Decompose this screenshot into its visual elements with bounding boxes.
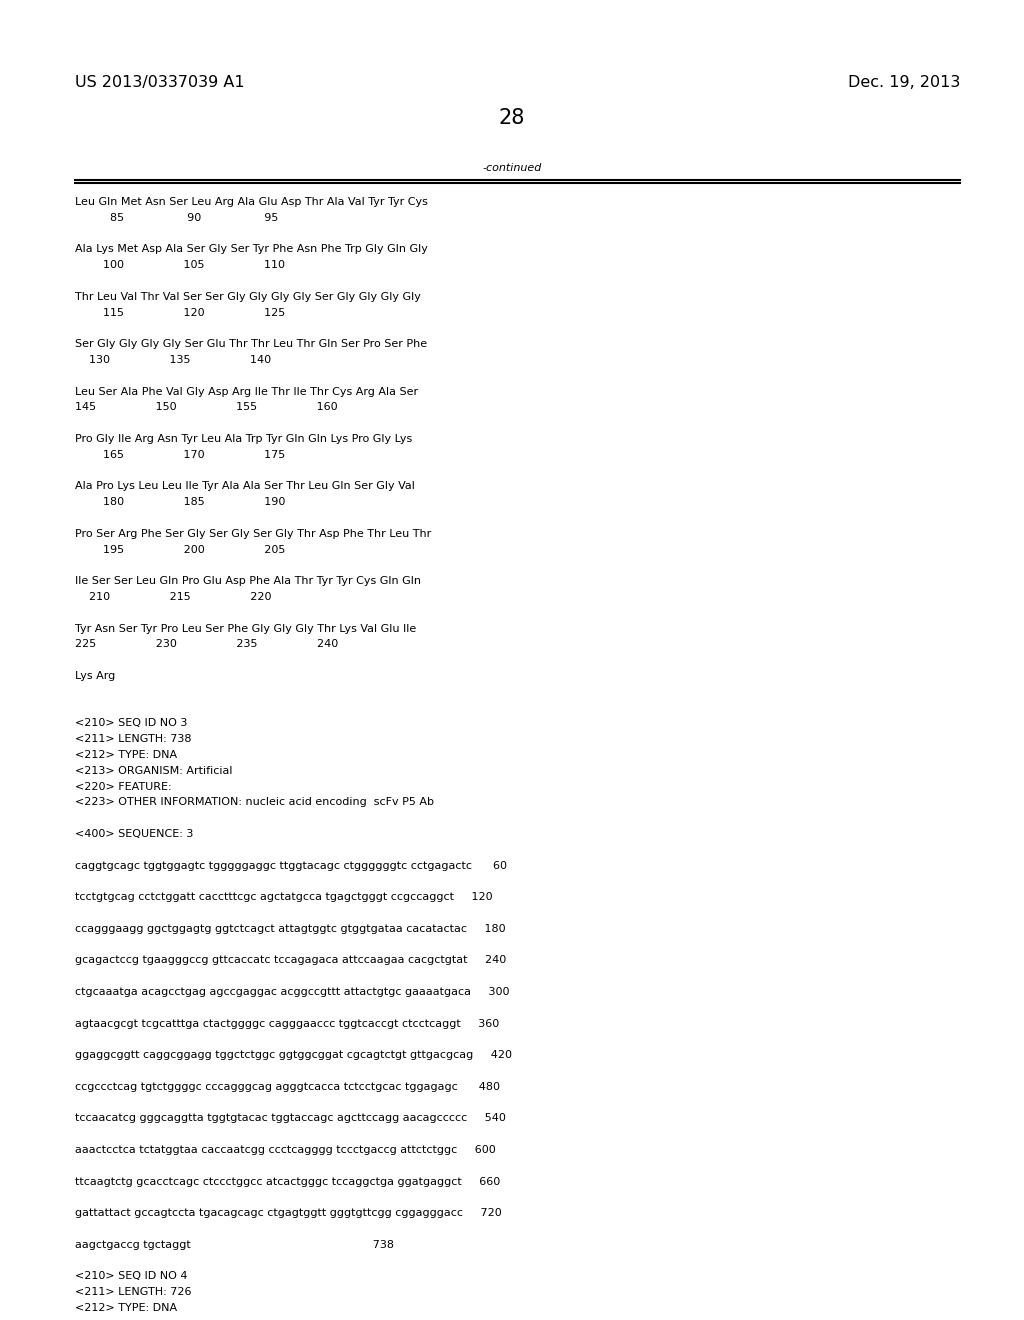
Text: Pro Gly Ile Arg Asn Tyr Leu Ala Trp Tyr Gln Gln Lys Pro Gly Lys: Pro Gly Ile Arg Asn Tyr Leu Ala Trp Tyr … bbox=[75, 434, 413, 444]
Text: gattattact gccagtccta tgacagcagc ctgagtggtt gggtgttcgg cggagggacc     720: gattattact gccagtccta tgacagcagc ctgagtg… bbox=[75, 1208, 502, 1218]
Text: <212> TYPE: DNA: <212> TYPE: DNA bbox=[75, 750, 177, 760]
Text: Tyr Asn Ser Tyr Pro Leu Ser Phe Gly Gly Gly Thr Lys Val Glu Ile: Tyr Asn Ser Tyr Pro Leu Ser Phe Gly Gly … bbox=[75, 623, 416, 634]
Text: Pro Ser Arg Phe Ser Gly Ser Gly Ser Gly Thr Asp Phe Thr Leu Thr: Pro Ser Arg Phe Ser Gly Ser Gly Ser Gly … bbox=[75, 529, 431, 539]
Text: 165                 170                 175: 165 170 175 bbox=[75, 450, 286, 459]
Text: Leu Gln Met Asn Ser Leu Arg Ala Glu Asp Thr Ala Val Tyr Tyr Cys: Leu Gln Met Asn Ser Leu Arg Ala Glu Asp … bbox=[75, 197, 428, 207]
Text: ccagggaagg ggctggagtg ggtctcagct attagtggtc gtggtgataa cacatactac     180: ccagggaagg ggctggagtg ggtctcagct attagtg… bbox=[75, 924, 506, 933]
Text: <210> SEQ ID NO 4: <210> SEQ ID NO 4 bbox=[75, 1271, 187, 1282]
Text: <220> FEATURE:: <220> FEATURE: bbox=[75, 781, 172, 792]
Text: ggaggcggtt caggcggagg tggctctggc ggtggcggat cgcagtctgt gttgacgcag     420: ggaggcggtt caggcggagg tggctctggc ggtggcg… bbox=[75, 1051, 512, 1060]
Text: <211> LENGTH: 726: <211> LENGTH: 726 bbox=[75, 1287, 191, 1298]
Text: <213> ORGANISM: Artificial: <213> ORGANISM: Artificial bbox=[75, 766, 232, 776]
Text: <212> TYPE: DNA: <212> TYPE: DNA bbox=[75, 1303, 177, 1313]
Text: <210> SEQ ID NO 3: <210> SEQ ID NO 3 bbox=[75, 718, 187, 729]
Text: 115                 120                 125: 115 120 125 bbox=[75, 308, 286, 318]
Text: <400> SEQUENCE: 3: <400> SEQUENCE: 3 bbox=[75, 829, 194, 840]
Text: 100                 105                 110: 100 105 110 bbox=[75, 260, 285, 271]
Text: <211> LENGTH: 738: <211> LENGTH: 738 bbox=[75, 734, 191, 744]
Text: Thr Leu Val Thr Val Ser Ser Gly Gly Gly Gly Ser Gly Gly Gly Gly: Thr Leu Val Thr Val Ser Ser Gly Gly Gly … bbox=[75, 292, 421, 302]
Text: US 2013/0337039 A1: US 2013/0337039 A1 bbox=[75, 75, 245, 90]
Text: gcagactccg tgaagggccg gttcaccatc tccagagaca attccaagaa cacgctgtat     240: gcagactccg tgaagggccg gttcaccatc tccagag… bbox=[75, 956, 506, 965]
Text: 28: 28 bbox=[499, 108, 525, 128]
Text: 225                 230                 235                 240: 225 230 235 240 bbox=[75, 639, 338, 649]
Text: 195                 200                 205: 195 200 205 bbox=[75, 545, 286, 554]
Text: ccgccctcag tgtctggggc cccagggcag agggtcacca tctcctgcac tggagagc      480: ccgccctcag tgtctggggc cccagggcag agggtca… bbox=[75, 1082, 500, 1092]
Text: Leu Ser Ala Phe Val Gly Asp Arg Ile Thr Ile Thr Cys Arg Ala Ser: Leu Ser Ala Phe Val Gly Asp Arg Ile Thr … bbox=[75, 387, 418, 396]
Text: agtaacgcgt tcgcatttga ctactggggc cagggaaccc tggtcaccgt ctcctcaggt     360: agtaacgcgt tcgcatttga ctactggggc cagggaa… bbox=[75, 1019, 500, 1028]
Text: Ala Pro Lys Leu Leu Ile Tyr Ala Ala Ser Thr Leu Gln Ser Gly Val: Ala Pro Lys Leu Leu Ile Tyr Ala Ala Ser … bbox=[75, 482, 415, 491]
Text: 130                 135                 140: 130 135 140 bbox=[75, 355, 271, 366]
Text: Ile Ser Ser Leu Gln Pro Glu Asp Phe Ala Thr Tyr Tyr Cys Gln Gln: Ile Ser Ser Leu Gln Pro Glu Asp Phe Ala … bbox=[75, 577, 421, 586]
Text: tcctgtgcag cctctggatt cacctttcgc agctatgcca tgagctgggt ccgccaggct     120: tcctgtgcag cctctggatt cacctttcgc agctatg… bbox=[75, 892, 493, 902]
Text: 145                 150                 155                 160: 145 150 155 160 bbox=[75, 403, 338, 412]
Text: aaactcctca tctatggtaa caccaatcgg ccctcagggg tccctgaccg attctctggc     600: aaactcctca tctatggtaa caccaatcgg ccctcag… bbox=[75, 1144, 496, 1155]
Text: ttcaagtctg gcacctcagc ctccctggcc atcactgggc tccaggctga ggatgaggct     660: ttcaagtctg gcacctcagc ctccctggcc atcactg… bbox=[75, 1176, 501, 1187]
Text: Ala Lys Met Asp Ala Ser Gly Ser Tyr Phe Asn Phe Trp Gly Gln Gly: Ala Lys Met Asp Ala Ser Gly Ser Tyr Phe … bbox=[75, 244, 428, 255]
Text: ctgcaaatga acagcctgag agccgaggac acggccgttt attactgtgc gaaaatgaca     300: ctgcaaatga acagcctgag agccgaggac acggccg… bbox=[75, 987, 510, 997]
Text: tccaacatcg gggcaggtta tggtgtacac tggtaccagc agcttccagg aacagccccc     540: tccaacatcg gggcaggtta tggtgtacac tggtacc… bbox=[75, 1113, 506, 1123]
Text: -continued: -continued bbox=[482, 162, 542, 173]
Text: Ser Gly Gly Gly Gly Ser Glu Thr Thr Leu Thr Gln Ser Pro Ser Phe: Ser Gly Gly Gly Gly Ser Glu Thr Thr Leu … bbox=[75, 339, 427, 350]
Text: 210                 215                 220: 210 215 220 bbox=[75, 591, 271, 602]
Text: aagctgaccg tgctaggt                                                    738: aagctgaccg tgctaggt 738 bbox=[75, 1239, 394, 1250]
Text: Lys Arg: Lys Arg bbox=[75, 671, 116, 681]
Text: <223> OTHER INFORMATION: nucleic acid encoding  scFv P5 Ab: <223> OTHER INFORMATION: nucleic acid en… bbox=[75, 797, 434, 808]
Text: caggtgcagc tggtggagtc tgggggaggc ttggtacagc ctggggggtc cctgagactc      60: caggtgcagc tggtggagtc tgggggaggc ttggtac… bbox=[75, 861, 507, 871]
Text: 85                  90                  95: 85 90 95 bbox=[75, 213, 279, 223]
Text: 180                 185                 190: 180 185 190 bbox=[75, 498, 286, 507]
Text: Dec. 19, 2013: Dec. 19, 2013 bbox=[848, 75, 961, 90]
